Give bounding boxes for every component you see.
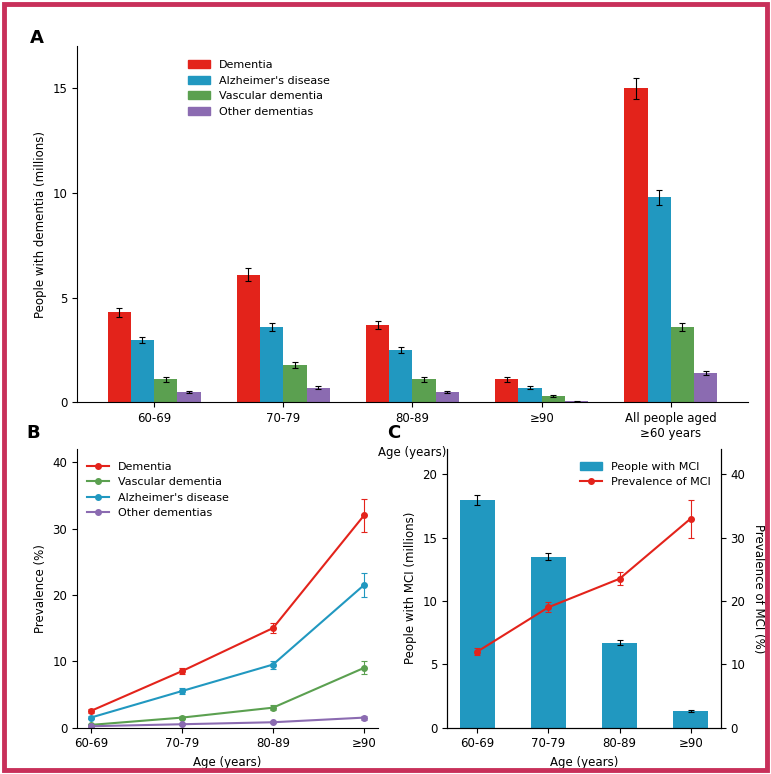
- Y-axis label: Prevalence of MCI (%): Prevalence of MCI (%): [752, 523, 765, 653]
- Bar: [694, 373, 717, 402]
- Bar: [460, 499, 495, 728]
- Bar: [436, 392, 459, 402]
- Text: B: B: [26, 424, 39, 442]
- X-axis label: Age (years): Age (years): [550, 756, 618, 769]
- Bar: [673, 711, 709, 728]
- Bar: [671, 327, 694, 402]
- Bar: [602, 642, 638, 728]
- Bar: [625, 88, 648, 402]
- Bar: [177, 392, 200, 402]
- Y-axis label: People with dementia (millions): People with dementia (millions): [34, 131, 47, 318]
- Legend: Dementia, Alzheimer's disease, Vascular dementia, Other dementias: Dementia, Alzheimer's disease, Vascular …: [183, 56, 334, 121]
- Bar: [542, 396, 565, 402]
- Bar: [283, 365, 307, 402]
- Bar: [366, 325, 389, 402]
- Legend: Dementia, Vascular dementia, Alzheimer's disease, Other dementias: Dementia, Vascular dementia, Alzheimer's…: [82, 457, 234, 522]
- Y-axis label: Prevalence (%): Prevalence (%): [34, 544, 47, 632]
- Bar: [260, 327, 283, 402]
- Y-axis label: People with MCI (millions): People with MCI (millions): [404, 512, 417, 664]
- Bar: [131, 340, 154, 402]
- Text: A: A: [30, 29, 44, 47]
- X-axis label: Age (years): Age (years): [194, 756, 261, 769]
- Text: C: C: [387, 424, 400, 442]
- Bar: [307, 388, 330, 402]
- Bar: [495, 379, 518, 402]
- Bar: [389, 350, 412, 402]
- Bar: [154, 379, 177, 402]
- Bar: [108, 313, 131, 402]
- Bar: [412, 379, 436, 402]
- Bar: [530, 557, 566, 728]
- X-axis label: Age (years): Age (years): [379, 446, 446, 459]
- Bar: [518, 388, 542, 402]
- Bar: [648, 197, 671, 402]
- Legend: People with MCI, Prevalence of MCI: People with MCI, Prevalence of MCI: [576, 457, 715, 491]
- Bar: [237, 275, 260, 402]
